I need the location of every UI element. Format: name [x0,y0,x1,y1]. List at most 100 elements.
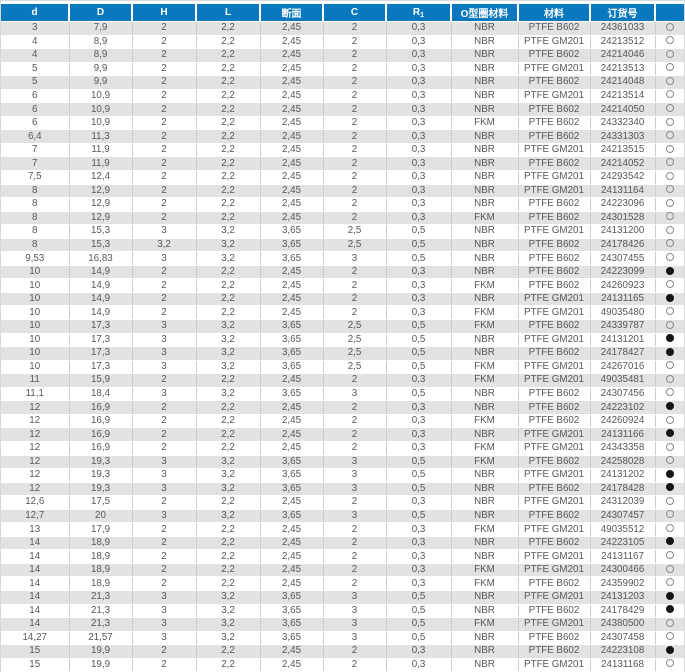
on-request-icon [665,63,674,72]
cell-R1: 0,3 [386,644,452,659]
cell-order-no: 24293542 [590,170,656,185]
cell-H: 3 [132,617,197,632]
cell-C: 2 [323,549,387,564]
cell-section: 2,45 [260,563,324,578]
in-stock-icon [665,401,674,410]
cell-R1: 0,5 [386,482,452,497]
cell-oring-material: FKM [451,360,519,375]
cell-material: PTFE B602 [518,197,591,212]
cell-material: PTFE GM201 [518,590,591,605]
cell-C: 3 [323,509,387,524]
cell-order-no: 24260923 [590,278,656,293]
cell-material: PTFE GM201 [518,468,591,483]
cell-oring-material: NBR [451,509,519,524]
cell-L: 3,2 [196,360,261,375]
cell-H: 2 [132,116,197,131]
cell-D: 21,3 [69,590,133,605]
in-stock-icon [665,266,674,275]
cell-R1: 0,3 [386,563,452,578]
cell-C: 2 [323,21,387,36]
cell-section: 2,45 [260,143,324,158]
cell-C: 3 [323,251,387,266]
cell-L: 2,2 [196,184,261,199]
cell-L: 2,2 [196,427,261,442]
table-row: 14 18,9 2 2,2 2,45 2 0,3 FKM PTFE GM201 24300466 [1,563,684,578]
column-header-section: 断面 [260,4,324,22]
cell-material: PTFE GM201 [518,441,591,456]
in-stock-icon [665,645,674,654]
column-header-D: D [69,4,133,22]
cell-H: 2 [132,62,197,77]
cell-section: 2,45 [260,522,324,537]
column-header-order-no: 订货号 [590,4,656,22]
cell-R1: 0,5 [386,509,452,524]
column-header-L: L [196,4,261,22]
cell-status [655,184,684,199]
cell-oring-material: NBR [451,631,519,646]
cell-order-no: 49035481 [590,373,656,388]
cell-oring-material: NBR [451,482,519,497]
cell-R1: 0,3 [386,549,452,564]
cell-L: 2,2 [196,549,261,564]
cell-D: 14,9 [69,305,133,321]
column-header-oring-material: O型圈材料 [451,4,519,22]
cell-oring-material: NBR [451,590,519,605]
cell-status [655,387,684,402]
cell-L: 2,2 [196,400,261,415]
cell-d: 14 [1,590,70,605]
cell-section: 3,65 [260,590,324,605]
cell-H: 2 [132,102,197,117]
cell-L: 2,2 [196,522,261,537]
cell-D: 11,3 [69,129,133,144]
on-request-icon [665,198,674,207]
cell-H: 3 [132,509,197,524]
on-request-icon [665,456,674,465]
cell-material: PTFE GM201 [518,563,591,578]
cell-D: 15,3 [69,238,133,253]
cell-section: 2,45 [260,536,324,551]
cell-d: 14 [1,617,70,632]
cell-status [655,129,684,144]
cell-material: PTFE GM201 [518,35,591,50]
cell-oring-material: NBR [451,604,519,619]
cell-d: 14 [1,549,70,564]
cell-C: 2 [323,576,387,591]
cell-L: 2,2 [196,536,261,551]
cell-R1: 0,5 [386,251,452,266]
in-stock-icon [665,429,674,438]
on-request-icon [665,320,674,329]
cell-status [655,576,684,591]
cell-d: 5 [1,62,70,77]
cell-oring-material: NBR [451,75,519,90]
cell-d: 3 [1,21,70,36]
cell-oring-material: FKM [451,305,519,321]
cell-C: 2,5 [323,238,387,253]
on-request-icon [665,632,674,641]
cell-oring-material: NBR [451,644,519,659]
cell-section: 3,65 [260,631,324,646]
cell-R1: 0,3 [386,522,452,537]
cell-section: 3,65 [260,455,324,470]
cell-order-no: 24223102 [590,400,656,415]
cell-oring-material: NBR [451,427,519,442]
cell-C: 3 [323,604,387,619]
cell-status [655,400,684,415]
cell-D: 14,9 [69,278,133,293]
cell-material: PTFE B602 [518,265,591,280]
cell-order-no: 24213513 [590,62,656,77]
cell-material: PTFE GM201 [518,62,591,77]
cell-material: PTFE B602 [518,644,591,659]
cell-section: 2,45 [260,156,324,171]
cell-status [655,495,684,510]
cell-L: 2,2 [196,75,261,90]
cell-L: 2,2 [196,197,261,212]
cell-oring-material: FKM [451,211,519,226]
cell-H: 2 [132,400,197,415]
cell-oring-material: NBR [451,35,519,50]
cell-material: PTFE B602 [518,211,591,226]
cell-status [655,333,684,348]
cell-status [655,75,684,90]
on-request-icon [665,496,674,505]
cell-order-no: 24380500 [590,617,656,632]
